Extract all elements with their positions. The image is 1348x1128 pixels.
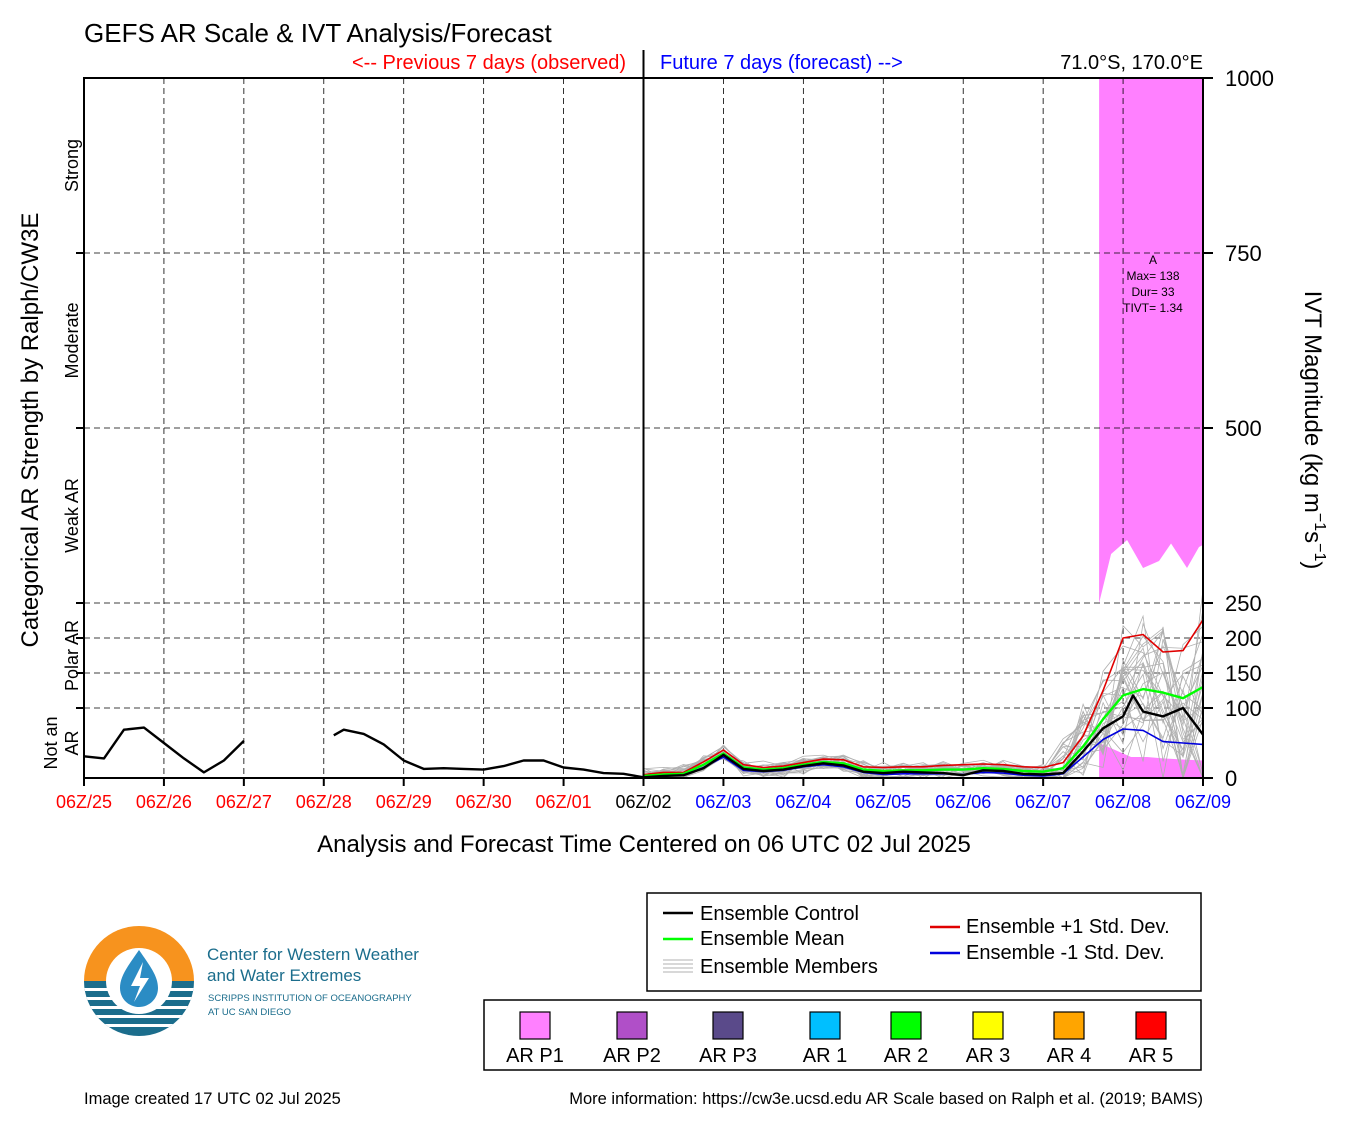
x-axis-label: Analysis and Forecast Time Centered on 0… (317, 831, 971, 858)
annotation-dur: Dur= 33 (1131, 285, 1174, 299)
ar-scale-label: AR 1 (803, 1045, 847, 1067)
ar-scale-swatch (712, 1011, 744, 1040)
ar-scale-swatch (809, 1011, 841, 1040)
x-tick-label: 06Z/02 (615, 792, 671, 812)
category-label: Not an (41, 716, 61, 769)
category-label: Strong (62, 139, 82, 192)
x-tick-label: 06Z/07 (1015, 792, 1071, 812)
ar-scale-swatch (890, 1011, 922, 1040)
annotation-title: A (1149, 253, 1157, 267)
ylabel-right-sup1: −1 (1311, 513, 1328, 531)
ar-scale-label: AR 4 (1047, 1045, 1091, 1067)
y-tick-label: 1000 (1225, 66, 1274, 91)
legend-plus-label: Ensemble +1 Std. Dev. (966, 916, 1170, 938)
x-tick-label: 06Z/29 (376, 792, 432, 812)
annotation-max: Max= 138 (1126, 269, 1179, 283)
x-tick-label: 06Z/28 (296, 792, 352, 812)
footer-info: More information: https://cw3e.ucsd.edu … (569, 1090, 1203, 1108)
ylabel-right-main: IVT Magnitude (kg m (1299, 291, 1326, 513)
ar-p1-shade-upper (1099, 78, 1203, 603)
legend-members-label: Ensemble Members (700, 956, 878, 978)
y-tick-label: 250 (1225, 591, 1262, 616)
chart-title: GEFS AR Scale & IVT Analysis/Forecast (84, 18, 552, 48)
x-tick-label: 06Z/30 (456, 792, 512, 812)
x-tick-label: 06Z/27 (216, 792, 272, 812)
ylabel-right-end: ) (1299, 561, 1326, 569)
ar-scale-swatch (519, 1011, 551, 1040)
x-tick-label: 06Z/06 (935, 792, 991, 812)
category-label: Polar AR (62, 620, 82, 691)
ar-shading (1099, 78, 1203, 778)
ar-scale-label: AR 3 (966, 1045, 1010, 1067)
ar-scale-swatch (1135, 1011, 1167, 1040)
series-control-line (333, 694, 1204, 779)
x-tick-label: 06Z/25 (56, 792, 112, 812)
x-tick-label: 06Z/03 (695, 792, 751, 812)
x-tick-label: 06Z/26 (136, 792, 192, 812)
legend: Ensemble Control Ensemble Mean Ensemble … (646, 892, 1202, 992)
footer-created: Image created 17 UTC 02 Jul 2025 (84, 1090, 341, 1108)
ar-scale-swatch (972, 1011, 1004, 1040)
y-axis-ticks: 0 100 150 200 250 500 750 1000 (76, 66, 1274, 791)
ylabel-right-sup2: −1 (1311, 543, 1328, 561)
series-control-line (83, 726, 245, 774)
x-tick-label: 06Z/08 (1095, 792, 1151, 812)
category-labels: Strong Moderate Weak AR Polar AR Not an AR (41, 139, 82, 770)
series-lines (83, 619, 1204, 779)
x-tick-label: 06Z/01 (536, 792, 592, 812)
ar-scale-label: AR P1 (506, 1045, 564, 1067)
previous-label: <-- Previous 7 days (observed) (352, 52, 626, 74)
category-label-line2: AR (62, 730, 82, 755)
cw3e-logo: Center for Western Weather and Water Ext… (84, 926, 419, 1036)
legend-minus-label: Ensemble -1 Std. Dev. (966, 942, 1165, 964)
logo-line2: and Water Extremes (207, 966, 361, 985)
legend-members-swatch (663, 959, 693, 973)
location-label: 71.0°S, 170.0°E (1060, 52, 1203, 74)
ar-annotation: A Max= 138 Dur= 33 TIVT= 1.34 (1123, 253, 1183, 315)
x-tick-label: 06Z/09 (1175, 792, 1231, 812)
ar-scale-swatch (1053, 1011, 1085, 1040)
ylabel-right-mid: s (1299, 531, 1326, 543)
ar-scale-legend: AR P1 AR P2 AR P3 AR 1 AR 2 AR 3 AR 4 AR 5 (483, 999, 1202, 1071)
y-tick-label: 750 (1225, 241, 1262, 266)
x-axis-ticks: 06Z/25 06Z/26 06Z/27 06Z/28 06Z/29 06Z/30 06Z/… (56, 778, 1231, 812)
x-tick-label: 06Z/05 (855, 792, 911, 812)
ar-scale-label: AR 2 (884, 1045, 928, 1067)
legend-mean-label: Ensemble Mean (700, 928, 845, 950)
y-tick-label: 200 (1225, 626, 1262, 651)
lightning-icon (131, 962, 149, 1002)
logo-line1: Center for Western Weather (207, 945, 419, 964)
y-tick-label: 100 (1225, 696, 1262, 721)
y-tick-label: 0 (1225, 766, 1237, 791)
x-tick-label: 06Z/04 (775, 792, 831, 812)
logo-line3: SCRIPPS INSTITUTION OF OCEANOGRAPHY (208, 993, 412, 1004)
ar-scale-label: AR 5 (1129, 1045, 1173, 1067)
future-label: Future 7 days (forecast) --> (660, 52, 903, 74)
ar-scale-label: AR P3 (699, 1045, 757, 1067)
category-label: Weak AR (62, 478, 82, 553)
y-tick-label: 500 (1225, 416, 1262, 441)
ar-scale-swatch (616, 1011, 648, 1040)
y-tick-label: 150 (1225, 661, 1262, 686)
y-axis-label-left: Categorical AR Strength by Ralph/CW3E (17, 213, 44, 648)
ar-p1-shade-lower (1099, 743, 1203, 778)
y-axis-label-right: IVT Magnitude (kg m−1s−1) (1299, 291, 1328, 570)
category-label: Moderate (62, 302, 82, 378)
series-minus-line (643, 728, 1204, 778)
ar-scale-label: AR P2 (603, 1045, 661, 1067)
logo-line4: AT UC SAN DIEGO (208, 1007, 291, 1018)
annotation-tivt: TIVT= 1.34 (1123, 301, 1183, 315)
legend-control-label: Ensemble Control (700, 903, 859, 925)
series-plus-line (643, 619, 1204, 776)
legend-frame (646, 892, 1202, 992)
